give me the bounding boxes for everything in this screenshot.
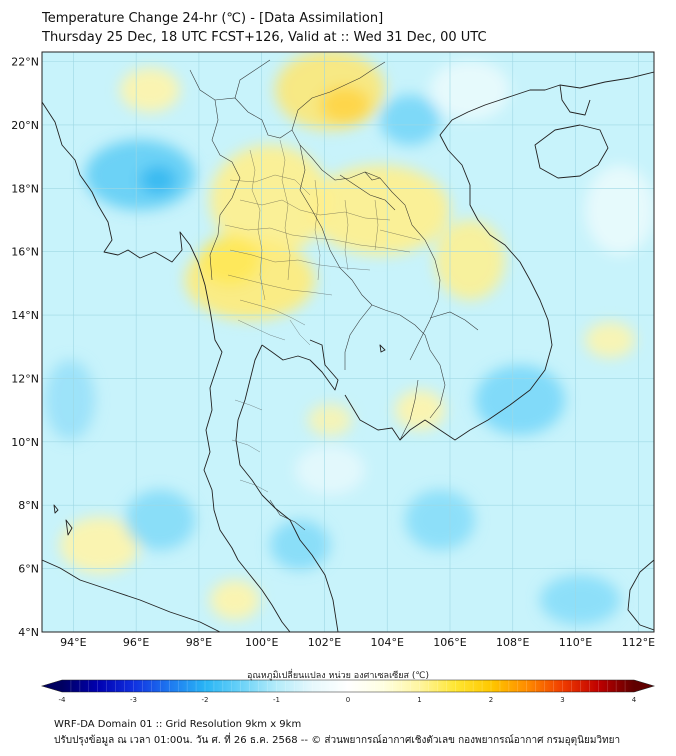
- chart-title: Temperature Change 24-hr (℃) - [Data Ass…: [42, 11, 384, 26]
- lat-tick-label: 8°N: [18, 499, 39, 512]
- colorbar-tick-label: 4: [632, 696, 637, 704]
- chart-subtitle: Thursday 25 Dec, 18 UTC FCST+126, Valid …: [42, 30, 487, 45]
- colorbar-tick-label: 0: [346, 696, 350, 704]
- graticule: [42, 52, 654, 632]
- colorbar-tick-label: -4: [59, 696, 67, 704]
- colorbar: -4 -3 -2 -1 0 1 2 3 4: [40, 679, 656, 704]
- lat-tick-label: 18°N: [11, 182, 39, 195]
- temperature-field: [45, 52, 654, 625]
- lat-tick-label: 14°N: [11, 309, 39, 322]
- colorbar-tick-label: -2: [202, 696, 209, 704]
- colorbar-tick-label: 1: [417, 696, 421, 704]
- longitude-labels: 94°E 96°E 98°E 100°E 102°E 104°E 106°E 108°E 110…: [60, 636, 655, 649]
- latitude-labels: 22°N 20°N 18°N 16°N 14°N 12°N 10°N 8°N 6°N 4°N: [11, 56, 39, 639]
- map-frame: [41, 51, 655, 633]
- lat-tick-label: 10°N: [11, 436, 39, 449]
- lon-tick-label: 106°E: [433, 636, 466, 649]
- lat-tick-label: 6°N: [18, 563, 39, 576]
- coastlines: [42, 71, 654, 632]
- lon-tick-label: 94°E: [60, 636, 86, 649]
- lon-tick-label: 108°E: [496, 636, 529, 649]
- lon-tick-label: 98°E: [186, 636, 212, 649]
- lat-tick-label: 4°N: [18, 626, 39, 639]
- map-area: [42, 52, 654, 632]
- lon-tick-label: 96°E: [123, 636, 149, 649]
- lat-tick-label: 22°N: [11, 56, 39, 69]
- lat-tick-label: 20°N: [11, 119, 39, 132]
- lon-tick-label: 100°E: [245, 636, 278, 649]
- colorbar-outline: [40, 679, 656, 693]
- colorbar-ticks: -4 -3 -2 -1 0 1 2 3 4: [59, 696, 637, 704]
- colorbar-max-arrow: [634, 680, 654, 692]
- lon-tick-label: 104°E: [371, 636, 404, 649]
- footer-domain-info: WRF-DA Domain 01 :: Grid Resolution 9km …: [54, 719, 302, 730]
- lon-tick-label: 102°E: [308, 636, 341, 649]
- colorbar-tick-label: -1: [273, 696, 280, 704]
- colorbar-title: อุณหภูมิเปลี่ยนแปลง หน่วย องศาเซลเซียส (…: [246, 671, 430, 681]
- lon-tick-label: 112°E: [622, 636, 655, 649]
- province-borders: [224, 139, 421, 493]
- lon-tick-label: 110°E: [559, 636, 592, 649]
- colorbar-tick-label: 2: [489, 696, 493, 704]
- colorbar-tick-label: 3: [560, 696, 564, 704]
- lat-tick-label: 12°N: [11, 372, 39, 385]
- colorbar-tick-label: -3: [130, 696, 137, 704]
- footer-update-info: ปรับปรุงข้อมูล ณ เวลา 01:00น. วัน ศ. ที่…: [54, 735, 621, 746]
- lat-tick-label: 16°N: [11, 246, 39, 259]
- colorbar-segments: [70, 680, 626, 692]
- colorbar-min-arrow: [42, 680, 62, 692]
